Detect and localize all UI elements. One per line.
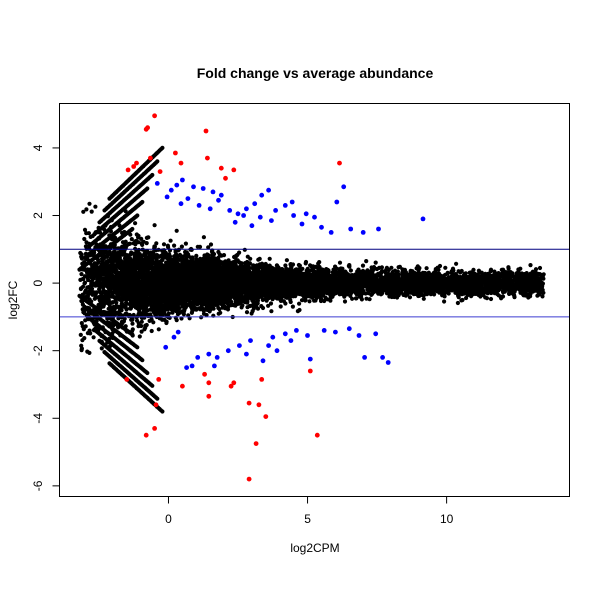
data-point [413, 291, 418, 296]
data-point [364, 259, 369, 264]
data-point [153, 312, 158, 317]
data-point [244, 310, 250, 315]
data-point [266, 303, 271, 308]
data-point [121, 319, 126, 324]
data-point [91, 274, 96, 279]
data-point [455, 300, 460, 306]
data-point [454, 261, 459, 266]
data-point [84, 231, 89, 236]
data-point [537, 265, 543, 271]
data-point [129, 237, 134, 242]
data-point [206, 245, 211, 250]
data-point [249, 311, 254, 316]
data-point [369, 268, 374, 273]
data-point [360, 263, 366, 268]
data-point [92, 296, 97, 301]
data-point [342, 299, 348, 304]
data-point [488, 267, 494, 272]
plot-clip-group [60, 113, 569, 482]
data-point [299, 298, 305, 303]
data-point [442, 299, 447, 304]
data-point [290, 304, 295, 309]
data-point [194, 253, 199, 258]
data-point [91, 335, 96, 340]
data-point [168, 238, 173, 243]
data-point [269, 309, 274, 314]
data-point [208, 242, 214, 247]
data-point [143, 323, 148, 328]
data-point [488, 296, 494, 302]
data-point [173, 315, 178, 320]
data-point [373, 260, 378, 265]
data-point [172, 243, 177, 248]
data-point [257, 256, 262, 261]
data-point [251, 269, 257, 274]
data-point [149, 328, 154, 334]
data-point [183, 241, 188, 246]
data-point [162, 317, 167, 322]
data-point [87, 201, 92, 206]
data-point [117, 255, 122, 260]
data-point [337, 260, 343, 265]
data-point [154, 241, 159, 246]
data-point [322, 298, 327, 304]
data-point [144, 235, 149, 240]
data-point [83, 324, 88, 329]
data-point [93, 204, 98, 209]
background-points [77, 145, 546, 414]
data-point [239, 305, 244, 310]
data-point [259, 304, 264, 309]
data-point [364, 296, 369, 301]
data-point [307, 299, 312, 304]
data-point [278, 304, 283, 309]
data-point [84, 240, 89, 245]
data-point [133, 221, 138, 226]
data-point [296, 262, 301, 268]
data-point [156, 327, 161, 332]
data-point [284, 258, 289, 263]
data-point [161, 242, 167, 247]
data-point [371, 265, 377, 270]
data-point [84, 207, 89, 212]
chart-title: Fold change vs average abundance [197, 65, 434, 81]
data-point [374, 266, 380, 272]
data-point [443, 265, 448, 270]
data-point [533, 267, 539, 272]
data-point [540, 294, 545, 299]
data-point [179, 244, 184, 249]
data-point [137, 334, 142, 339]
